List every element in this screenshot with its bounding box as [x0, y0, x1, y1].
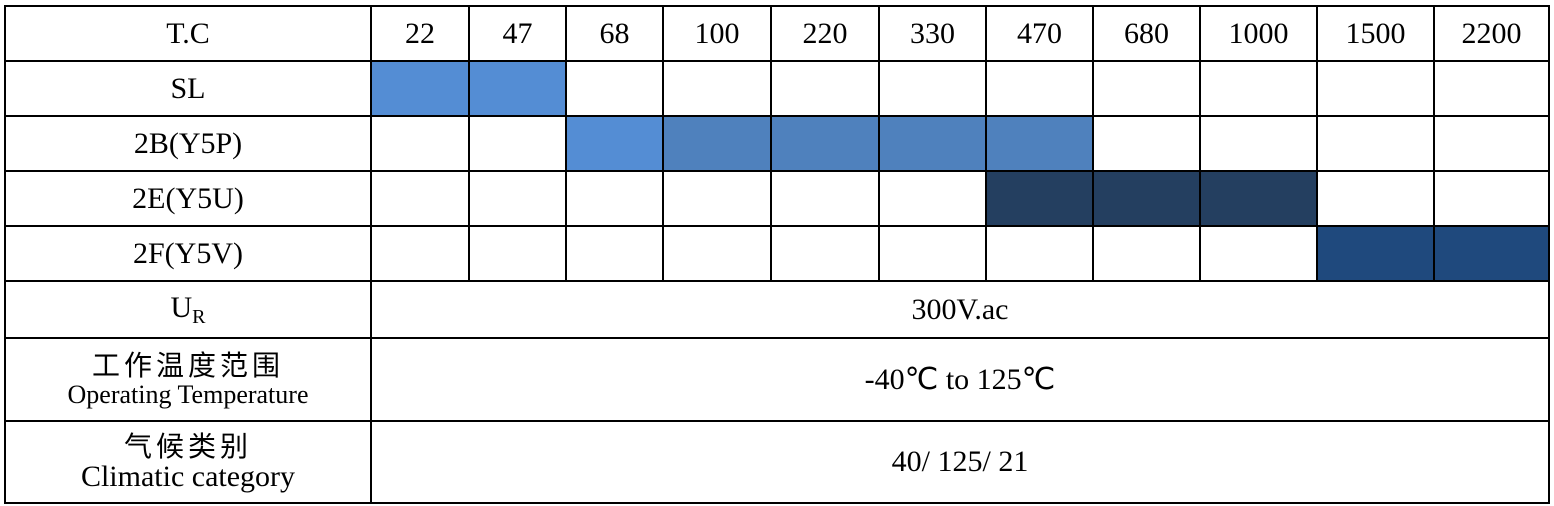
- rated-voltage-label: UR: [4, 280, 372, 339]
- climatic-category-label: 气候类别 Climatic category: [4, 420, 372, 504]
- range-cell-filled: [1433, 225, 1550, 282]
- table-row: 2B(Y5P): [4, 115, 1550, 172]
- range-cell: [1433, 170, 1550, 227]
- range-cell: [1199, 115, 1318, 172]
- range-cell: [565, 225, 664, 282]
- range-cell-filled: [662, 115, 772, 172]
- range-cell-filled: [1316, 225, 1435, 282]
- row-label: 2F(Y5V): [4, 225, 372, 282]
- range-cell: [770, 170, 880, 227]
- range-cell: [370, 170, 470, 227]
- capacitance-header: 22: [370, 5, 470, 62]
- rated-voltage-row: UR 300V.ac: [4, 280, 1550, 339]
- row-label: SL: [4, 60, 372, 117]
- range-cell: [565, 170, 664, 227]
- range-cell: [878, 170, 987, 227]
- range-cell: [1316, 170, 1435, 227]
- capacitance-header: 680: [1092, 5, 1201, 62]
- operating-temperature-label: 工作温度范围 Operating Temperature: [4, 337, 372, 422]
- row-label: 2E(Y5U): [4, 170, 372, 227]
- range-cell: [468, 225, 567, 282]
- label-zh: 工作温度范围: [91, 349, 284, 383]
- range-cell: [1092, 60, 1201, 117]
- range-cell: [370, 225, 470, 282]
- operating-temperature-row: 工作温度范围 Operating Temperature -40℃ to 125℃: [4, 337, 1550, 422]
- operating-temperature-value: -40℃ to 125℃: [370, 337, 1550, 422]
- label-zh: 气候类别: [123, 429, 252, 463]
- range-cell: [878, 225, 987, 282]
- table-row: SL: [4, 60, 1550, 117]
- range-cell: [1433, 60, 1550, 117]
- range-cell: [1092, 225, 1201, 282]
- range-cell: [662, 225, 772, 282]
- tc-header: T.C: [4, 5, 372, 62]
- range-cell-filled: [985, 115, 1094, 172]
- capacitance-header: 1500: [1316, 5, 1435, 62]
- range-cell: [662, 170, 772, 227]
- range-cell: [662, 60, 772, 117]
- range-cell: [1316, 115, 1435, 172]
- range-cell-filled: [468, 60, 567, 117]
- range-cell: [1433, 115, 1550, 172]
- range-cell: [1316, 60, 1435, 117]
- range-cell: [1199, 225, 1318, 282]
- range-cell: [878, 60, 987, 117]
- range-cell: [565, 60, 664, 117]
- range-cell: [468, 170, 567, 227]
- range-cell-filled: [985, 170, 1094, 227]
- range-cell: [770, 60, 880, 117]
- range-cell: [1199, 60, 1318, 117]
- range-cell-filled: [770, 115, 880, 172]
- table-row: 2F(Y5V): [4, 225, 1550, 282]
- range-cell: [985, 60, 1094, 117]
- range-cell: [1092, 115, 1201, 172]
- label-en: Operating Temperature: [67, 379, 309, 409]
- range-cell-filled: [1092, 170, 1201, 227]
- range-cell-filled: [1199, 170, 1318, 227]
- header-row: T.C 22 47 68 100 220 330 470 680 1000 1500 2200: [4, 5, 1550, 62]
- range-cell: [370, 115, 470, 172]
- capacitance-header: 100: [662, 5, 772, 62]
- ur-sub: R: [192, 305, 206, 328]
- capacitance-header: 470: [985, 5, 1094, 62]
- climatic-category-row: 气候类别 Climatic category 40/ 125/ 21: [4, 420, 1550, 504]
- range-cell-filled: [565, 115, 664, 172]
- capacitance-header: 2200: [1433, 5, 1550, 62]
- spec-table: T.C 22 47 68 100 220 330 470 680 1000 1500 2200 SL…: [4, 5, 1550, 504]
- range-cell: [770, 225, 880, 282]
- capacitance-header: 68: [565, 5, 664, 62]
- capacitance-header: 330: [878, 5, 987, 62]
- table-row: 2E(Y5U): [4, 170, 1550, 227]
- range-cell-filled: [878, 115, 987, 172]
- climatic-category-value: 40/ 125/ 21: [370, 420, 1550, 504]
- capacitance-header: 220: [770, 5, 880, 62]
- range-cell: [985, 225, 1094, 282]
- capacitance-header: 1000: [1199, 5, 1318, 62]
- row-label: 2B(Y5P): [4, 115, 372, 172]
- ur-main: U: [170, 290, 193, 324]
- capacitance-header: 47: [468, 5, 567, 62]
- range-cell-filled: [370, 60, 470, 117]
- label-en: Climatic category: [80, 459, 296, 493]
- rated-voltage-value: 300V.ac: [370, 280, 1550, 339]
- range-cell: [468, 115, 567, 172]
